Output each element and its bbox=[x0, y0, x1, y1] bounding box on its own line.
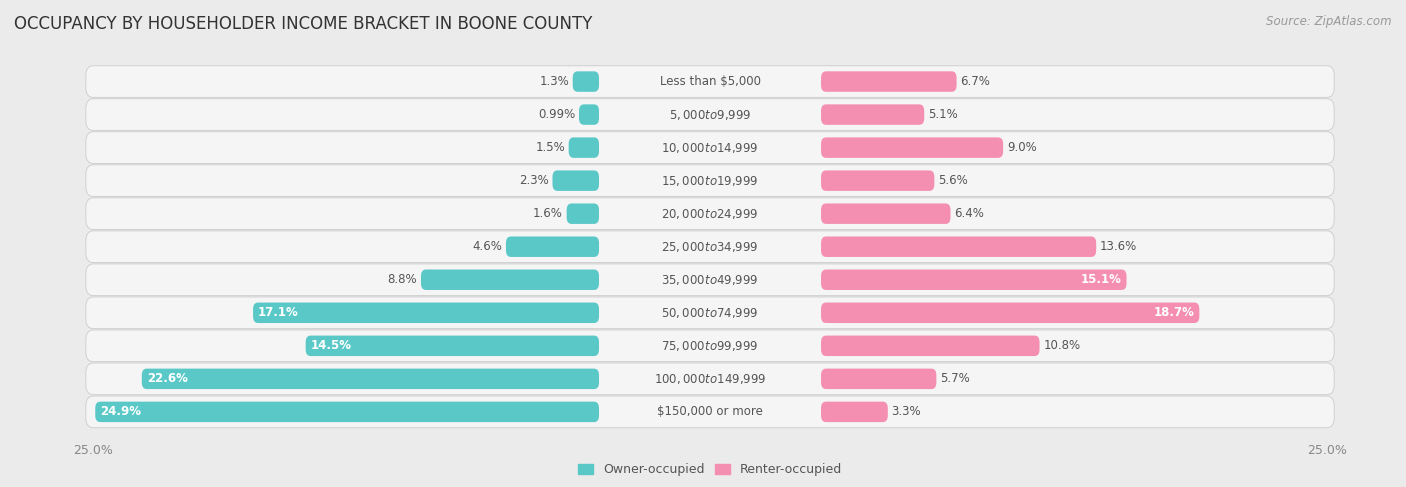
FancyBboxPatch shape bbox=[86, 132, 1334, 164]
Text: $15,000 to $19,999: $15,000 to $19,999 bbox=[661, 174, 759, 187]
Text: $20,000 to $24,999: $20,000 to $24,999 bbox=[661, 206, 759, 221]
Text: Source: ZipAtlas.com: Source: ZipAtlas.com bbox=[1267, 15, 1392, 28]
FancyBboxPatch shape bbox=[96, 402, 599, 422]
Text: 0.99%: 0.99% bbox=[538, 108, 575, 121]
Text: 13.6%: 13.6% bbox=[1099, 240, 1137, 253]
Text: $5,000 to $9,999: $5,000 to $9,999 bbox=[669, 108, 751, 122]
FancyBboxPatch shape bbox=[572, 71, 599, 92]
FancyBboxPatch shape bbox=[821, 104, 924, 125]
FancyBboxPatch shape bbox=[567, 204, 599, 224]
Text: $10,000 to $14,999: $10,000 to $14,999 bbox=[661, 141, 759, 155]
Text: 15.1%: 15.1% bbox=[1081, 273, 1122, 286]
FancyBboxPatch shape bbox=[86, 264, 1334, 296]
Text: Less than $5,000: Less than $5,000 bbox=[659, 75, 761, 88]
Text: 22.6%: 22.6% bbox=[146, 373, 187, 385]
FancyBboxPatch shape bbox=[86, 99, 1334, 131]
Text: $50,000 to $74,999: $50,000 to $74,999 bbox=[661, 306, 759, 320]
FancyBboxPatch shape bbox=[821, 137, 1002, 158]
FancyBboxPatch shape bbox=[821, 369, 936, 389]
FancyBboxPatch shape bbox=[821, 336, 1039, 356]
Text: $100,000 to $149,999: $100,000 to $149,999 bbox=[654, 372, 766, 386]
FancyBboxPatch shape bbox=[305, 336, 599, 356]
FancyBboxPatch shape bbox=[86, 330, 1334, 362]
FancyBboxPatch shape bbox=[86, 396, 1334, 428]
Text: 1.5%: 1.5% bbox=[536, 141, 565, 154]
Text: 5.1%: 5.1% bbox=[928, 108, 957, 121]
Text: 8.8%: 8.8% bbox=[388, 273, 418, 286]
FancyBboxPatch shape bbox=[821, 402, 887, 422]
Text: $75,000 to $99,999: $75,000 to $99,999 bbox=[661, 339, 759, 353]
Text: 10.8%: 10.8% bbox=[1043, 339, 1080, 352]
Legend: Owner-occupied, Renter-occupied: Owner-occupied, Renter-occupied bbox=[574, 458, 846, 482]
FancyBboxPatch shape bbox=[86, 363, 1334, 394]
Text: 5.7%: 5.7% bbox=[941, 373, 970, 385]
FancyBboxPatch shape bbox=[579, 104, 599, 125]
Text: $25,000 to $34,999: $25,000 to $34,999 bbox=[661, 240, 759, 254]
FancyBboxPatch shape bbox=[553, 170, 599, 191]
FancyBboxPatch shape bbox=[821, 269, 1126, 290]
FancyBboxPatch shape bbox=[821, 237, 1097, 257]
Text: 14.5%: 14.5% bbox=[311, 339, 352, 352]
Text: 9.0%: 9.0% bbox=[1007, 141, 1036, 154]
Text: 18.7%: 18.7% bbox=[1153, 306, 1195, 319]
Text: 6.7%: 6.7% bbox=[960, 75, 990, 88]
Text: 3.3%: 3.3% bbox=[891, 405, 921, 418]
Text: OCCUPANCY BY HOUSEHOLDER INCOME BRACKET IN BOONE COUNTY: OCCUPANCY BY HOUSEHOLDER INCOME BRACKET … bbox=[14, 15, 592, 33]
FancyBboxPatch shape bbox=[506, 237, 599, 257]
FancyBboxPatch shape bbox=[86, 66, 1334, 97]
Text: $150,000 or more: $150,000 or more bbox=[657, 405, 763, 418]
FancyBboxPatch shape bbox=[253, 302, 599, 323]
FancyBboxPatch shape bbox=[821, 204, 950, 224]
FancyBboxPatch shape bbox=[86, 297, 1334, 329]
FancyBboxPatch shape bbox=[821, 71, 956, 92]
FancyBboxPatch shape bbox=[142, 369, 599, 389]
FancyBboxPatch shape bbox=[86, 198, 1334, 229]
Text: 17.1%: 17.1% bbox=[259, 306, 298, 319]
Text: 4.6%: 4.6% bbox=[472, 240, 502, 253]
Text: 1.3%: 1.3% bbox=[540, 75, 569, 88]
Text: 5.6%: 5.6% bbox=[938, 174, 967, 187]
Text: $35,000 to $49,999: $35,000 to $49,999 bbox=[661, 273, 759, 287]
Text: 24.9%: 24.9% bbox=[100, 405, 141, 418]
FancyBboxPatch shape bbox=[568, 137, 599, 158]
FancyBboxPatch shape bbox=[821, 302, 1199, 323]
Text: 6.4%: 6.4% bbox=[955, 207, 984, 220]
FancyBboxPatch shape bbox=[86, 165, 1334, 197]
FancyBboxPatch shape bbox=[420, 269, 599, 290]
FancyBboxPatch shape bbox=[821, 170, 935, 191]
Text: 2.3%: 2.3% bbox=[519, 174, 548, 187]
Text: 1.6%: 1.6% bbox=[533, 207, 562, 220]
FancyBboxPatch shape bbox=[86, 231, 1334, 262]
